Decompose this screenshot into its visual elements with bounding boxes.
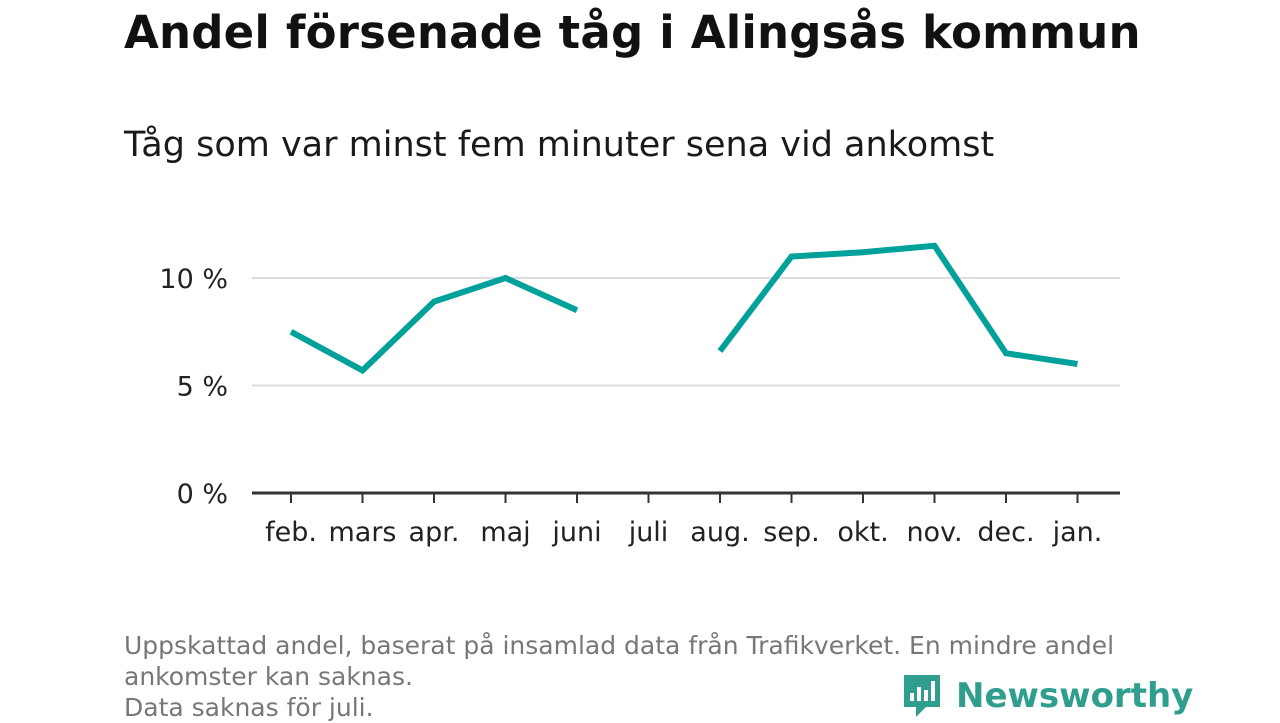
y-tick-label: 10 % bbox=[159, 264, 228, 295]
x-tick-label: mars bbox=[328, 517, 396, 548]
y-tick-label: 0 % bbox=[177, 479, 228, 510]
series-line bbox=[717, 242, 1078, 367]
brand-logo: Newsworthy bbox=[902, 671, 1193, 721]
x-tick-label: sep. bbox=[763, 517, 819, 548]
x-tick-label: nov. bbox=[906, 517, 962, 548]
x-tick-label: aug. bbox=[690, 517, 749, 548]
footer-note: Uppskattad andel, baserat på insamlad da… bbox=[124, 630, 1164, 723]
x-tick-label: juni bbox=[551, 517, 601, 548]
x-tick-label: okt. bbox=[837, 517, 888, 548]
brand-name: Newsworthy bbox=[956, 676, 1194, 716]
y-tick-label: 5 % bbox=[177, 372, 228, 403]
footer-line-3: Data saknas för juli. bbox=[124, 693, 374, 722]
x-tick-label: jan. bbox=[1052, 517, 1103, 548]
footer-line-2: ankomster kan saknas. bbox=[124, 662, 413, 691]
x-tick-label: juli bbox=[628, 517, 669, 548]
chart-subtitle: Tåg som var minst fem minuter sena vid a… bbox=[124, 125, 995, 165]
x-tick-label: dec. bbox=[977, 517, 1034, 548]
x-tick-label: apr. bbox=[409, 517, 460, 548]
x-tick-label: feb. bbox=[265, 517, 317, 548]
newsworthy-logo-icon bbox=[904, 675, 940, 717]
x-tick-label: maj bbox=[480, 517, 530, 548]
footer-line-1: Uppskattad andel, baserat på insamlad da… bbox=[124, 631, 1115, 660]
chart-title: Andel försenade tåg i Alingsås kommun bbox=[124, 6, 1141, 59]
series-line bbox=[289, 274, 579, 375]
